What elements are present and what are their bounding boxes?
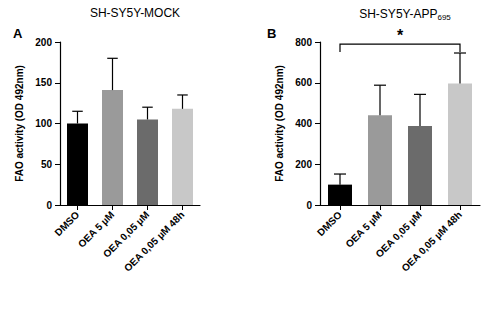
svg-text:FAO activity (OD 492nm): FAO activity (OD 492nm) (14, 65, 25, 182)
svg-text:A: A (13, 26, 23, 41)
svg-text:SH-SY5Y-MOCK: SH-SY5Y-MOCK (90, 6, 180, 20)
svg-text:0: 0 (46, 200, 52, 211)
svg-text:0: 0 (306, 200, 312, 211)
svg-text:OEA 0,05 µM 48h: OEA 0,05 µM 48h (122, 209, 187, 274)
svg-text:400: 400 (295, 118, 312, 129)
svg-text:800: 800 (295, 37, 312, 48)
svg-text:DMSO: DMSO (52, 209, 81, 238)
svg-text:OEA 5 µM: OEA 5 µM (75, 209, 117, 250)
svg-text:695: 695 (437, 13, 451, 22)
svg-text:OEA 5 µM: OEA 5 µM (343, 209, 384, 250)
svg-text:200: 200 (35, 37, 52, 48)
svg-text:FAO activity (OD 492nm): FAO activity (OD 492nm) (274, 65, 285, 182)
svg-text:OEA 0,05 µM 48h: OEA 0,05 µM 48h (399, 209, 464, 274)
svg-text:OEA 0,05 µM: OEA 0,05 µM (373, 209, 424, 260)
svg-text:B: B (267, 26, 276, 41)
svg-text:100: 100 (35, 118, 52, 129)
svg-text:150: 150 (35, 77, 52, 88)
svg-text:*: * (397, 27, 404, 44)
svg-text:DMSO: DMSO (315, 209, 344, 238)
svg-text:50: 50 (41, 159, 53, 170)
svg-text:200: 200 (295, 159, 312, 170)
svg-text:SH-SY5Y-APP: SH-SY5Y-APP (359, 7, 437, 21)
svg-text:600: 600 (295, 77, 312, 88)
